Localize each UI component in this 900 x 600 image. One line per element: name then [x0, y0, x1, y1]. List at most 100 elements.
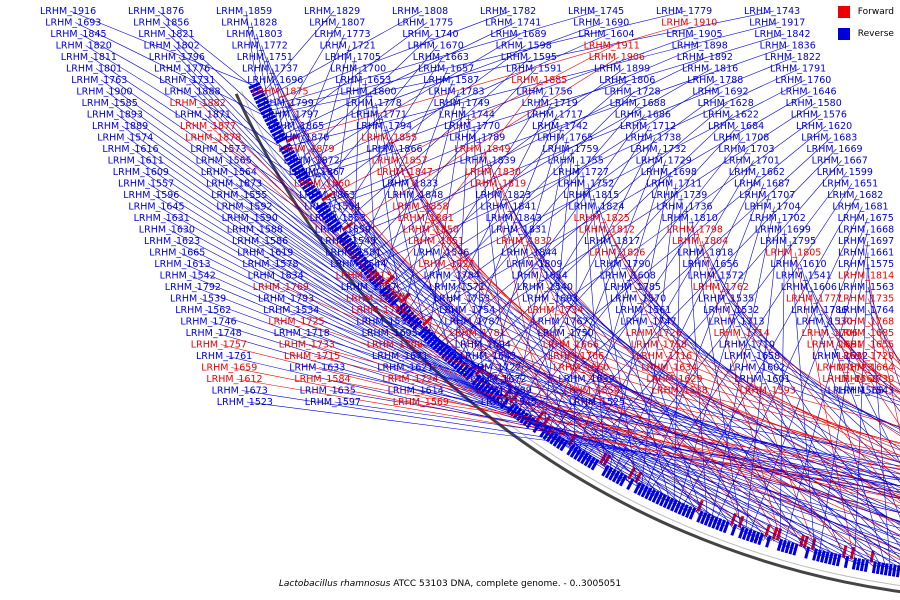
gene-leader-line — [297, 33, 521, 169]
gene-leader-line — [463, 114, 734, 371]
gene-leader-line — [743, 332, 900, 437]
gene-label: LRHM_1554 — [304, 202, 360, 213]
gene-arrow-reverse — [281, 146, 294, 155]
gene-leader-line — [153, 194, 653, 496]
gene-leader-line — [473, 125, 483, 386]
gene-label: LRHM_1623 — [144, 236, 200, 247]
gene-label: LRHM_1814 — [838, 271, 894, 282]
gene-arrow-forward — [421, 315, 433, 327]
gene-leader-line — [308, 148, 540, 418]
gene-label: LRHM_1916 — [40, 6, 96, 17]
gene-leader-line — [779, 229, 786, 545]
gene-leader-line — [370, 91, 402, 308]
gene-arrow-reverse — [659, 494, 667, 507]
gene-arrow-reverse — [275, 135, 288, 145]
gene-leader-line — [355, 252, 831, 559]
gene-label: LRHM_1851 — [408, 236, 464, 247]
gene-arrow-reverse — [626, 478, 635, 491]
gene-label: LRHM_1865 — [268, 121, 324, 132]
gene-leader-line — [717, 275, 900, 548]
gene-leader-line — [422, 401, 900, 469]
gene-label: LRHM_1546 — [413, 248, 469, 259]
gene-label: LRHM_1848 — [387, 190, 443, 201]
gene-arrow-reverse — [381, 287, 393, 298]
gene-arrow-forward — [798, 534, 806, 548]
gene-label: LRHM_1620 — [796, 121, 852, 132]
gene-leader-line — [504, 194, 667, 503]
caption-species: Lactobacillus rhamnosus — [278, 579, 391, 589]
gene-label: LRHM_1687 — [734, 179, 790, 190]
legend-label-forward: Forward — [857, 7, 894, 17]
legend-item-reverse: Reverse — [837, 28, 894, 40]
gene-label: LRHM_1775 — [397, 18, 453, 29]
gene-label: LRHM_1917 — [749, 18, 805, 29]
gene-label: LRHM_1534 — [263, 305, 319, 316]
gene-arrow-reverse — [776, 538, 784, 552]
gene-label: LRHM_1812 — [579, 225, 635, 236]
gene-arrow-reverse — [871, 561, 877, 574]
gene-leader-line — [295, 33, 433, 165]
gene-label: LRHM_1612 — [206, 374, 262, 385]
gene-label: LRHM_1719 — [522, 98, 578, 109]
gene-label: LRHM_1619 — [237, 248, 293, 259]
gene-label: LRHM_1906 — [589, 52, 645, 63]
gene-label: LRHM_1815 — [563, 190, 619, 201]
gene-leader-line — [583, 367, 900, 463]
gene-label: LRHM_1859 — [216, 6, 272, 17]
gene-label: LRHM_1662 — [729, 167, 785, 178]
gene-arrow-reverse — [812, 548, 818, 561]
gene-label: LRHM_1675 — [838, 213, 894, 224]
gene-leader-line — [712, 263, 883, 569]
gene-label: LRHM_1639 — [558, 374, 614, 385]
gene-leader-line — [163, 217, 719, 525]
legend-swatch-reverse — [837, 28, 850, 40]
gene-label: LRHM_1591 — [506, 64, 562, 75]
gene-label: LRHM_1790 — [594, 259, 650, 270]
gene-label: LRHM_1871 — [175, 110, 231, 121]
gene-leader-line — [572, 344, 900, 474]
gene-label: LRHM_1755 — [548, 156, 604, 167]
gene-label: LRHM_1809 — [506, 259, 562, 270]
gene-leader-line — [116, 114, 444, 351]
gene-arrow-reverse — [264, 114, 277, 123]
gene-leader-line — [841, 355, 900, 393]
gene-label: LRHM_1584 — [294, 374, 350, 385]
gene-label: LRHM_1724 — [382, 374, 438, 385]
gene-leader-line — [199, 102, 428, 322]
gene-label: LRHM_1882 — [170, 98, 226, 109]
gene-label: LRHM_1597 — [305, 397, 361, 408]
scale-tick-label: 2000 kbp — [298, 172, 322, 178]
gene-label: LRHM_1858 — [392, 202, 448, 213]
gene-arrow-forward — [771, 526, 779, 540]
gene-leader-line — [520, 137, 744, 416]
gene-leader-line — [178, 56, 328, 217]
gene-leader-line — [686, 206, 708, 520]
gene-arrow-reverse — [340, 237, 353, 247]
gene-arrow-forward — [841, 545, 848, 558]
gene-label: LRHM_1898 — [672, 41, 728, 52]
gene-arrow-reverse — [279, 142, 292, 152]
gene-leader-line — [391, 332, 900, 513]
gene-label: LRHM_1788 — [687, 75, 743, 86]
gene-label: LRHM_1607 — [341, 282, 397, 293]
gene-leader-line — [230, 171, 592, 463]
gene-arrow-reverse — [644, 487, 653, 500]
gene-label: LRHM_1911 — [584, 41, 640, 52]
gene-leader-line — [215, 137, 508, 394]
gene-label: LRHM_1689 — [490, 29, 546, 40]
gene-leader-line — [458, 286, 900, 552]
gene-label: LRHM_1651 — [822, 179, 878, 190]
gene-label: LRHM_1602 — [729, 363, 785, 374]
gene-label: LRHM_1716 — [636, 351, 692, 362]
gene-label: LRHM_1559 — [564, 386, 620, 397]
gene-label: LRHM_1573 — [190, 144, 246, 155]
gene-label: LRHM_1825 — [574, 213, 630, 224]
gene-label: LRHM_1767 — [532, 317, 588, 328]
gene-label: LRHM_1606 — [781, 282, 837, 293]
gene-label: LRHM_1821 — [138, 29, 194, 40]
gene-leader-line — [324, 378, 900, 487]
gene-arrow-reverse — [788, 542, 795, 555]
gene-label: LRHM_1698 — [641, 167, 697, 178]
gene-label: LRHM_1653 — [335, 75, 391, 86]
gene-leader-line — [264, 10, 599, 108]
